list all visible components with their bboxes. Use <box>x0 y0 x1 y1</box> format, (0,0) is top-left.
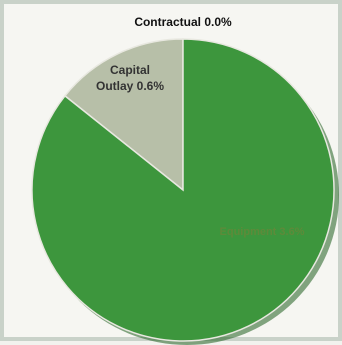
pie-slice <box>31 38 335 342</box>
pie-chart: Contractual 0.0% Capital Outlay 0.6% Equipm… <box>31 15 339 345</box>
pie-slice-label: Contractual 0.0% <box>134 15 232 29</box>
pie-slice <box>63 38 184 192</box>
pie-labels: Contractual 0.0% Capital Outlay 0.6% Equipm… <box>96 15 305 238</box>
pie-slices <box>31 38 335 342</box>
pie-slice-label: Equipment 3.6% <box>220 226 305 238</box>
pie-slice-label: Capital Outlay 0.6% <box>96 63 164 93</box>
